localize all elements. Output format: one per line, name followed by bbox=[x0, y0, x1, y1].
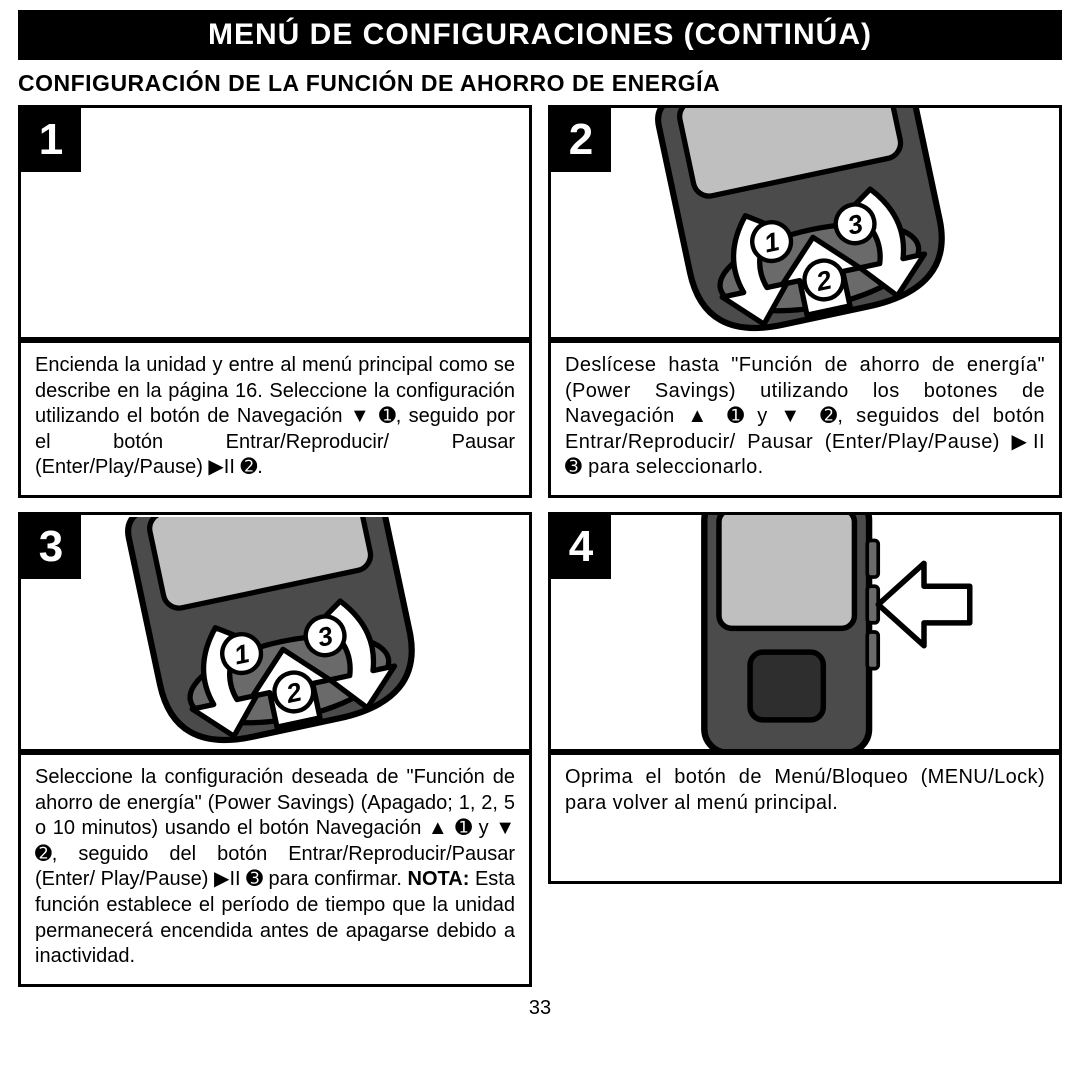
step-2: 2 bbox=[548, 105, 1062, 498]
page-number: 33 bbox=[18, 997, 1062, 1020]
step-4-paragraph: Oprima el botón de Menú/Bloqueo (MENU/Lo… bbox=[565, 765, 1045, 816]
note-label: NOTA: bbox=[408, 868, 470, 890]
step-3: 3 1 bbox=[18, 512, 532, 987]
playpause-icon: ▶II bbox=[1012, 431, 1045, 453]
device-bottom-icon: 1 3 2 bbox=[55, 517, 495, 749]
down-icon: ▼ bbox=[495, 817, 515, 839]
circled-1-icon: ➊ bbox=[455, 817, 472, 839]
circled-2-icon: ➋ bbox=[820, 405, 837, 427]
section-subheader: CONFIGURACIÓN DE LA FUNCIÓN DE AHORRO DE… bbox=[18, 70, 1062, 97]
step-4-text: Oprima el botón de Menú/Bloqueo (MENU/Lo… bbox=[548, 752, 1062, 884]
step-1-badge: 1 bbox=[21, 108, 81, 172]
step-1: 1 Encienda la unidad y entre al menú pri… bbox=[18, 105, 532, 498]
device-side-icon bbox=[575, 513, 1035, 751]
step-3-paragraph: Seleccione la configuración deseada de "… bbox=[35, 765, 515, 970]
circled-1-icon: ➊ bbox=[727, 405, 744, 427]
step-1-paragraph: Encienda la unidad y entre al menú princ… bbox=[35, 353, 515, 481]
playpause-icon: ▶II bbox=[214, 868, 241, 890]
circled-2-icon: ➋ bbox=[35, 843, 52, 865]
circled-1-icon: ➊ bbox=[379, 405, 396, 427]
step-4: 4 bbox=[548, 512, 1062, 987]
step-2-paragraph: Deslícese hasta "Función de ahorro de en… bbox=[565, 353, 1045, 481]
step-4-illustration: 4 bbox=[548, 512, 1062, 752]
up-icon: ▲ bbox=[428, 817, 449, 839]
circled-3-icon: ➌ bbox=[246, 868, 263, 890]
step-3-illustration: 3 1 bbox=[18, 512, 532, 752]
down-icon: ▼ bbox=[780, 405, 807, 427]
step-3-text: Seleccione la configuración deseada de "… bbox=[18, 752, 532, 987]
step-2-illustration: 2 bbox=[548, 105, 1062, 340]
down-icon: ▼ bbox=[350, 405, 372, 427]
up-icon: ▲ bbox=[687, 405, 714, 427]
step-1-text: Encienda la unidad y entre al menú princ… bbox=[18, 340, 532, 498]
device-bottom-icon: 1 3 2 bbox=[585, 105, 1025, 337]
step-1-illustration: 1 bbox=[18, 105, 532, 340]
page-header: MENÚ DE CONFIGURACIONES (CONTINÚA) bbox=[18, 10, 1062, 60]
circled-3-icon: ➌ bbox=[565, 456, 582, 478]
playpause-icon: ▶II bbox=[208, 456, 235, 478]
step-2-text: Deslícese hasta "Función de ahorro de en… bbox=[548, 340, 1062, 498]
steps-grid: 1 Encienda la unidad y entre al menú pri… bbox=[18, 105, 1062, 987]
circled-2-icon: ➋ bbox=[240, 456, 257, 478]
